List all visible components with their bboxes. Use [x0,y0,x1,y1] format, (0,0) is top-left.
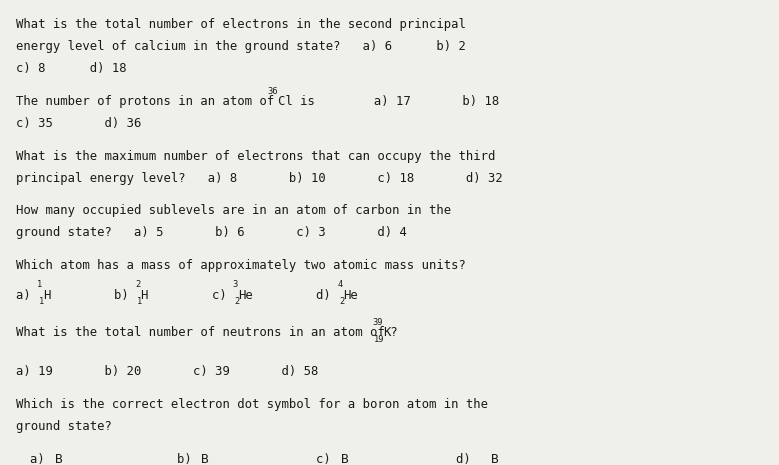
Text: He: He [238,289,253,302]
Text: He: He [343,289,358,302]
Circle shape [211,448,217,452]
Text: 19: 19 [374,335,384,344]
Text: energy level of calcium in the ground state?   a) 6      b) 2: energy level of calcium in the ground st… [16,40,467,53]
Text: Which is the correct electron dot symbol for a boron atom in the: Which is the correct electron dot symbol… [16,398,488,411]
Text: How many occupied sublevels are in an atom of carbon in the: How many occupied sublevels are in an at… [16,205,452,218]
Text: ground state?: ground state? [16,420,112,433]
Text: 2: 2 [135,280,140,289]
Text: The number of protons in an atom of: The number of protons in an atom of [16,95,282,108]
Text: ground state?   a) 5       b) 6       c) 3       d) 4: ground state? a) 5 b) 6 c) 3 d) 4 [16,226,407,239]
Text: a) 19       b) 20       c) 39       d) 58: a) 19 b) 20 c) 39 d) 58 [16,365,319,379]
Circle shape [351,464,357,465]
Text: B: B [55,453,62,465]
Circle shape [195,464,201,465]
Circle shape [195,448,201,452]
Text: 3: 3 [233,280,238,289]
Text: Which atom has a mass of approximately two atomic mass units?: Which atom has a mass of approximately t… [16,259,467,272]
Circle shape [501,448,507,452]
Text: principal energy level?   a) 8       b) 10       c) 18       d) 32: principal energy level? a) 8 b) 10 c) 18… [16,172,503,185]
Text: 36: 36 [267,86,278,96]
Text: c) 8      d) 18: c) 8 d) 18 [16,62,127,75]
Text: d): d) [316,289,339,302]
Text: What is the total number of electrons in the second principal: What is the total number of electrons in… [16,18,467,31]
Text: b): b) [177,453,199,465]
Circle shape [65,448,71,452]
Text: 4: 4 [337,280,343,289]
Circle shape [501,464,507,465]
Text: b): b) [115,289,136,302]
Text: d): d) [456,453,478,465]
Text: H: H [43,289,51,302]
Text: B: B [341,453,348,465]
Text: What is the maximum number of electrons that can occupy the third: What is the maximum number of electrons … [16,150,496,163]
Text: B: B [491,453,499,465]
Text: K?: K? [382,326,397,339]
Text: 2: 2 [339,298,344,306]
Circle shape [351,448,357,452]
Circle shape [334,464,340,465]
Circle shape [485,464,490,465]
Text: 2: 2 [234,298,239,306]
Text: 1: 1 [37,280,43,289]
Text: c) 35       d) 36: c) 35 d) 36 [16,117,142,130]
Text: c): c) [316,453,339,465]
Text: Cl is        a) 17       b) 18: Cl is a) 17 b) 18 [278,95,499,108]
Text: H: H [140,289,148,302]
Text: 1: 1 [136,298,142,306]
Text: a): a) [30,453,52,465]
Text: What is the total number of neutrons in an atom of: What is the total number of neutrons in … [16,326,393,339]
Text: a): a) [16,289,39,302]
Text: 1: 1 [39,298,44,306]
Text: c): c) [212,289,234,302]
Text: B: B [201,453,209,465]
Circle shape [478,455,484,458]
Text: 39: 39 [372,318,382,326]
